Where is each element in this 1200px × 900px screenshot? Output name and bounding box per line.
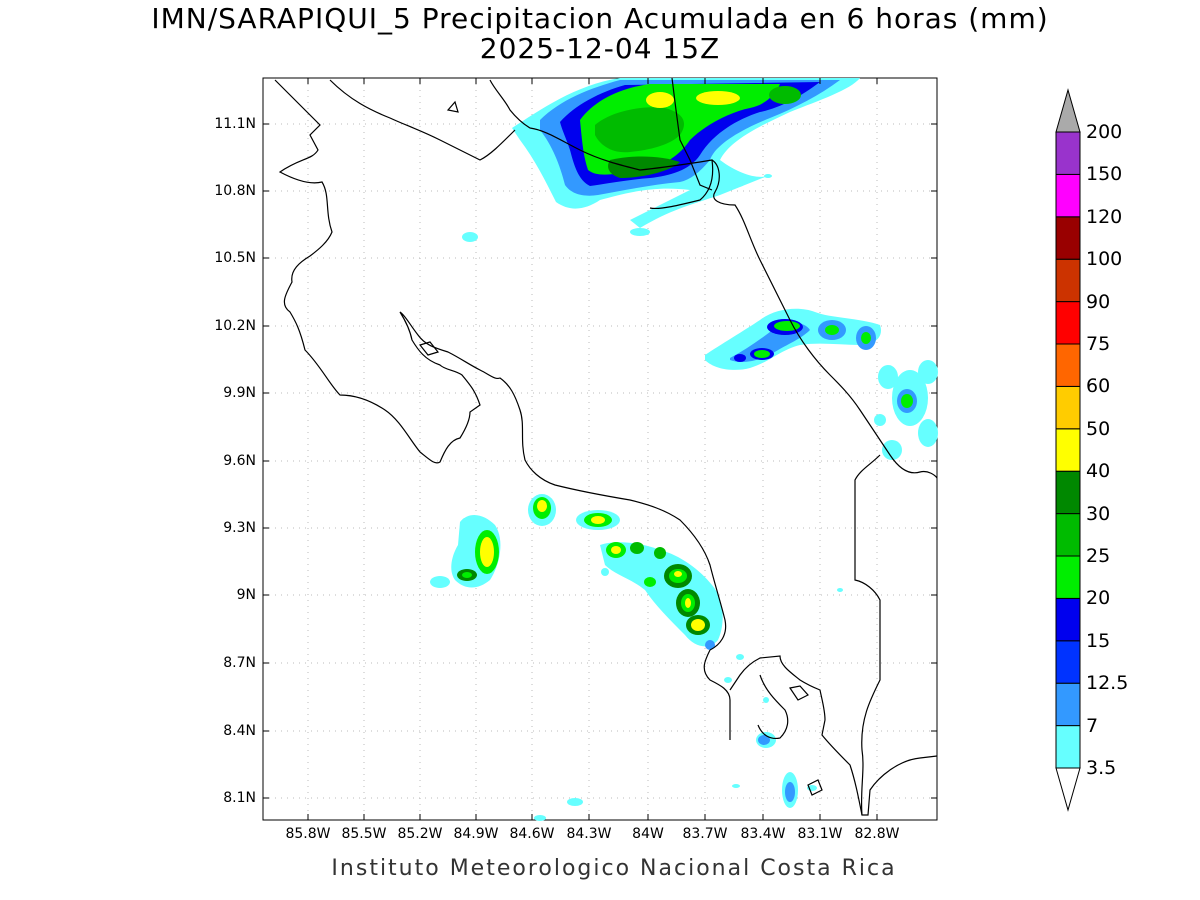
x-tick-label: 83.7W (682, 826, 728, 842)
colorbar-label: 15 (1086, 629, 1111, 652)
colorbar-swatch (1055, 216, 1081, 260)
x-tick-label: 84.9W (453, 826, 499, 842)
colorbar-label: 100 (1086, 248, 1123, 271)
x-tick-label: 85.2W (397, 826, 443, 842)
colorbar-swatch (1055, 131, 1081, 175)
y-tick-label: 9.9N (223, 385, 256, 401)
coastlines-borders (274, 77, 938, 816)
colorbar-swatch (1055, 513, 1081, 557)
colorbar-swatch (1055, 428, 1081, 472)
colorbar-label: 75 (1086, 333, 1111, 355)
colorbar (1055, 88, 1081, 812)
y-tick-label: 9.6N (223, 453, 256, 469)
y-tick-label: 9.3N (223, 520, 256, 536)
colorbar-swatch (1055, 343, 1081, 387)
y-tick-label: 8.4N (223, 723, 256, 739)
y-tick-label: 10.2N (214, 318, 256, 334)
colorbar-label: 40 (1086, 460, 1111, 483)
x-tick-label: 84W (632, 826, 664, 842)
x-tick-label: 84.3W (566, 826, 612, 842)
colorbar-label: 12.5 (1086, 672, 1129, 695)
y-tick-label: 9N (236, 587, 256, 603)
y-tick-label: 10.8N (214, 183, 256, 199)
x-tick-label: 82.8W (854, 826, 900, 842)
colorbar-swatch (1055, 301, 1081, 345)
y-tick-label: 8.7N (223, 655, 256, 671)
colorbar-label: 90 (1086, 290, 1111, 313)
colorbar-swatch (1055, 173, 1081, 218)
precipitation-fields (430, 78, 938, 821)
credit-text: Instituto Meteorologico Nacional Costa R… (331, 856, 897, 881)
x-tick-label: 85.5W (341, 826, 387, 842)
colorbar-swatch (1055, 385, 1081, 430)
colorbar-swatch (1055, 470, 1081, 515)
colorbar-label: 60 (1086, 375, 1111, 398)
colorbar-swatch (1055, 725, 1081, 769)
colorbar-bottom-arrow (1055, 767, 1081, 812)
colorbar-swatch (1055, 597, 1081, 642)
colorbar-label: 120 (1086, 205, 1123, 228)
y-tick-label: 8.1N (223, 790, 256, 806)
colorbar-label: 3.5 (1086, 757, 1117, 779)
map-subtitle-datetime: 2025-12-04 15Z (479, 32, 721, 65)
x-tick-label: 85.8W (285, 826, 331, 842)
y-tick-label: 10.5N (214, 250, 256, 266)
colorbar-swatch (1055, 555, 1081, 599)
map-frame (262, 77, 938, 821)
colorbar-label: 25 (1086, 545, 1111, 567)
y-tick-label: 11.1N (214, 116, 256, 132)
colorbar-label: 200 (1086, 121, 1123, 143)
colorbar-top-arrow (1055, 88, 1081, 133)
axis-ticks (263, 78, 937, 820)
x-tick-label: 84.6W (509, 826, 555, 842)
map-title: IMN/SARAPIQUI_5 Precipitacion Acumulada … (151, 2, 1049, 35)
colorbar-label: 150 (1086, 163, 1123, 186)
x-tick-label: 83.4W (740, 826, 786, 842)
colorbar-swatch (1055, 682, 1081, 727)
colorbar-swatch (1055, 640, 1081, 684)
x-tick-label: 83.1W (797, 826, 843, 842)
colorbar-swatch (1055, 258, 1081, 303)
colorbar-label: 7 (1086, 714, 1099, 737)
colorbar-label: 50 (1086, 417, 1111, 440)
colorbar-label: 20 (1086, 587, 1111, 610)
colorbar-label: 30 (1086, 502, 1111, 525)
